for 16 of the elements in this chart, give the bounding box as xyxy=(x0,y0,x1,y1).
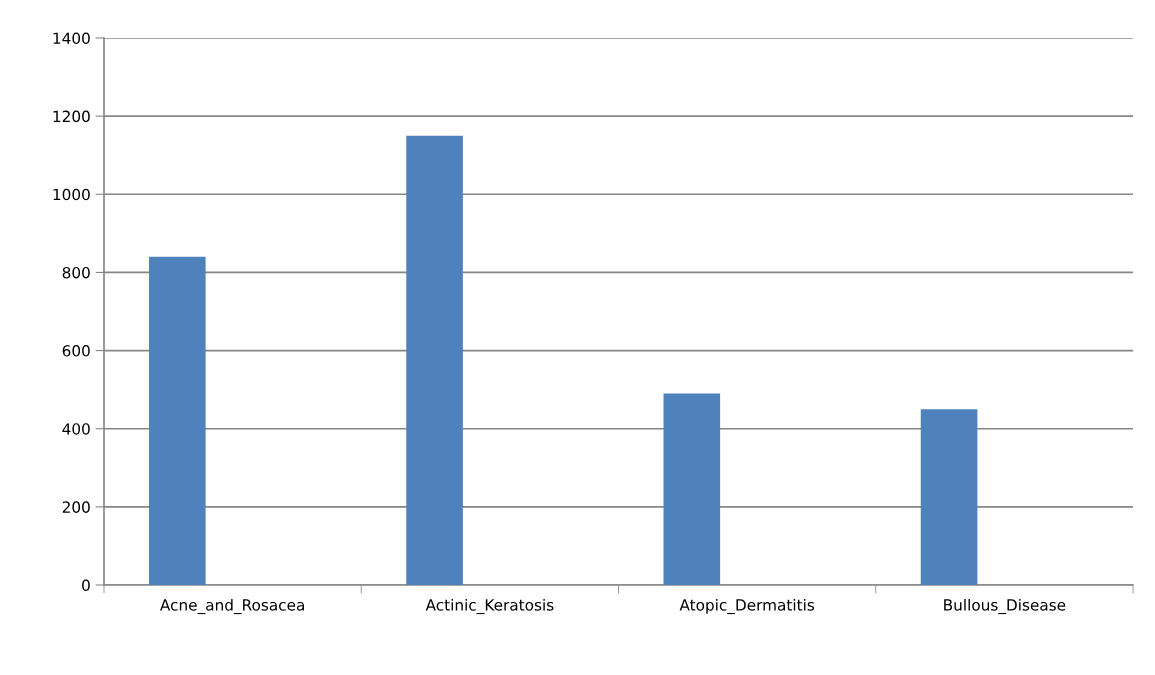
y-tick-label: 1200 xyxy=(53,110,90,123)
y-tick-label: 800 xyxy=(62,266,90,279)
y-tick-label: 1400 xyxy=(53,32,90,45)
x-tick-label: Acne_and_Rosacea xyxy=(160,598,304,615)
bar xyxy=(920,409,978,585)
y-tick-label: 400 xyxy=(62,423,90,435)
y-tick-label: 200 xyxy=(62,501,90,513)
y-tick-label: 1000 xyxy=(53,188,90,201)
bar xyxy=(149,256,206,585)
x-tick-label: Bullous_Disease xyxy=(944,598,1066,615)
x-tick-label: Actinic_Keratosis xyxy=(425,598,554,615)
bar xyxy=(406,135,463,585)
x-tick-label: Atopic_Dermatitis xyxy=(679,598,815,615)
y-tick-label: 600 xyxy=(62,345,90,357)
y-tick-label: 0 xyxy=(82,579,90,592)
bar xyxy=(663,393,721,585)
